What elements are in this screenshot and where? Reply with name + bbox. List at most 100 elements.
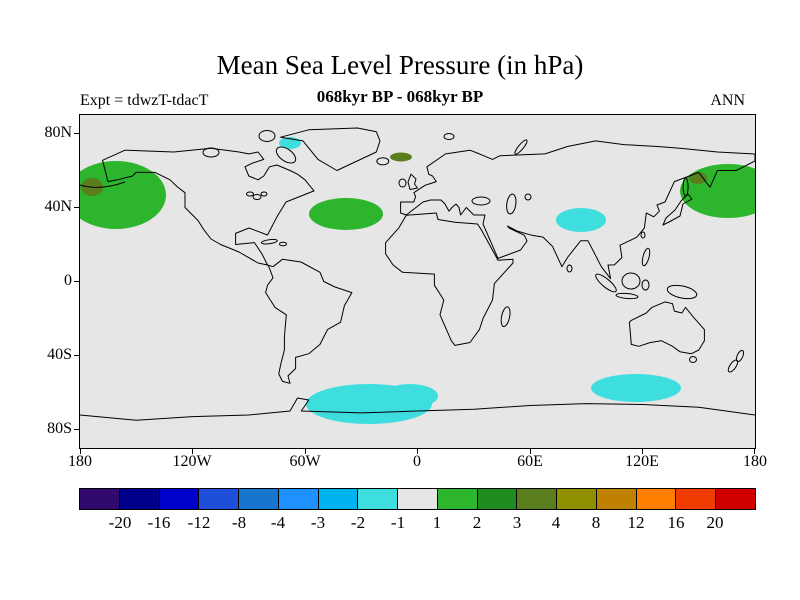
lake-ontario — [260, 191, 268, 197]
coastline-novaya-zemlya — [514, 139, 528, 155]
lake-superior — [246, 191, 254, 197]
coastline-taiwan — [640, 231, 646, 239]
experiment-label: Expt = tdwzT-tdacT — [80, 92, 209, 109]
x-axis-tick — [192, 449, 193, 454]
colorbar-label: 2 — [472, 513, 482, 532]
colorbar-label: -20 — [108, 513, 132, 532]
world-map — [79, 114, 756, 449]
coastline-sumatra — [595, 273, 617, 293]
colorbar-label: 4 — [551, 513, 561, 532]
coastline-antarctica — [80, 397, 755, 421]
coastline-new-zealand-south — [727, 359, 739, 373]
y-axis-tick — [74, 207, 79, 208]
colorbar-label: 1 — [432, 513, 442, 532]
chart-subtitle: 068kyr BP - 068kyr BP — [316, 87, 484, 106]
colorbar-cell — [556, 488, 597, 510]
colorbar-label: 8 — [591, 513, 601, 532]
coastline-north-america — [102, 147, 315, 266]
colorbar-label: 20 — [706, 513, 724, 532]
anomaly-nw-pacific — [680, 164, 755, 218]
anomaly-norwegian-sea — [390, 152, 412, 162]
lat-tick-label-80s: 80S — [47, 420, 72, 437]
colorbar-cell — [397, 488, 438, 510]
map-canvas — [80, 127, 755, 424]
colorbar-cell — [198, 488, 240, 510]
colorbar-cell — [118, 488, 160, 510]
lon-tick-label-60e: 60E — [517, 453, 543, 470]
caspian-sea — [506, 193, 517, 215]
colorbar-cell — [675, 488, 717, 510]
anomaly-southern-ocean-atlantic-2 — [382, 384, 438, 408]
coastline-borneo — [621, 272, 641, 290]
colorbar-cell — [436, 488, 478, 510]
lon-tick-label-60w: 60W — [289, 453, 321, 470]
colorbar-label: 16 — [667, 513, 685, 532]
coastline-sulawesi — [641, 279, 650, 291]
coastline-iceland — [376, 157, 390, 166]
anomaly-southern-ocean-australia — [591, 374, 681, 402]
lon-tick-label-120w: 120W — [172, 453, 212, 470]
coastline-sakhalin — [682, 177, 689, 197]
coastline-svalbard — [443, 133, 455, 140]
coastline-eurasia — [400, 140, 755, 280]
lat-tick-label-80n: 80N — [44, 124, 72, 141]
colorbar-cell — [715, 488, 757, 510]
coastline-australia — [628, 301, 705, 355]
coastline-madagascar — [500, 306, 511, 328]
coastline-victoria-island — [202, 147, 220, 158]
lake-huron — [252, 194, 262, 200]
x-axis-tick — [754, 449, 755, 454]
anomaly-ne-pacific — [80, 161, 166, 229]
anomaly-patches — [80, 137, 755, 424]
coastline-hispaniola — [279, 241, 287, 247]
colorbar-cell — [158, 488, 200, 510]
colorbar-cell — [595, 488, 637, 510]
colorbar-label: -16 — [147, 513, 171, 532]
lat-tick-label-40n: 40N — [44, 198, 72, 215]
lat-tick-label-40s: 40S — [47, 346, 72, 363]
colorbar-cell — [238, 488, 279, 510]
colorbar-label: -8 — [231, 513, 247, 532]
black-sea — [471, 196, 491, 206]
coastline-japan — [662, 193, 693, 226]
colorbar — [79, 488, 757, 510]
colorbar-label: -12 — [187, 513, 211, 532]
colorbar-cell — [476, 488, 518, 510]
aral-sea — [524, 193, 532, 201]
chart-title: Mean Sea Level Pressure (in hPa) — [216, 50, 584, 80]
colorbar-label: 12 — [627, 513, 645, 532]
lon-tick-label-180w: 180 — [68, 453, 92, 470]
coastline-africa — [385, 212, 514, 346]
colorbar-label: -4 — [270, 513, 286, 532]
y-axis-tick — [74, 429, 79, 430]
x-axis-tick — [642, 449, 643, 454]
coastline-philippines — [641, 247, 651, 267]
coastline-south-america — [265, 258, 353, 384]
season-label: ANN — [710, 92, 745, 109]
colorbar-cell — [79, 488, 120, 510]
lon-tick-label-180e: 180 — [743, 453, 767, 470]
coastline-tasmania — [689, 356, 697, 363]
y-axis-tick — [74, 133, 79, 134]
y-axis-tick — [74, 281, 79, 282]
coastline-britain — [407, 173, 418, 190]
coastline-baffin-island — [275, 146, 297, 164]
lat-tick-label-0: 0 — [64, 272, 72, 289]
colorbar-label: 3 — [512, 513, 522, 532]
coastline-java — [615, 292, 639, 300]
coastline-new-zealand-north — [735, 349, 745, 363]
colorbar-label: -3 — [310, 513, 326, 532]
x-axis-tick — [80, 449, 81, 454]
anomaly-central-asia — [556, 208, 606, 232]
coastline-ireland — [398, 178, 407, 188]
colorbar-cell — [357, 488, 399, 510]
coastline-ellesmere-island — [258, 130, 276, 142]
coastline-cuba — [260, 238, 278, 245]
lon-tick-label-120e: 120E — [625, 453, 659, 470]
x-axis-tick — [305, 449, 306, 454]
colorbar-cell — [277, 488, 319, 510]
coastline-aleutians — [80, 181, 126, 188]
coastline-new-guinea — [666, 284, 698, 300]
colorbar-cell — [516, 488, 558, 510]
